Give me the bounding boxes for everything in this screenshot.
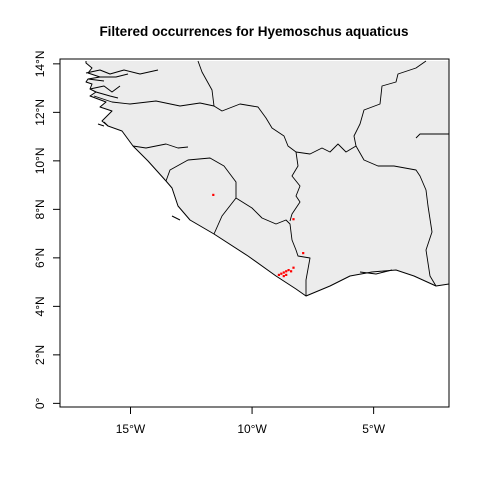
plot-frame [59,58,450,408]
occurrence-point [285,270,288,273]
occurrence-point [292,266,295,269]
x-tick-label: 10°W [237,422,267,436]
y-tick-label: 12°N [33,99,47,126]
y-tick-label: 8°N [33,199,47,219]
y-axis: 0° 2°N 4°N 6°N 8°N 10°N 12°N 14°N [33,50,60,409]
y-tick-label: 10°N [33,147,47,174]
border-burkina-ghana [415,133,449,139]
border-ivory-coast-burkina [355,145,437,287]
border-guinea-mali [213,103,301,222]
occurrence-points [212,193,305,278]
x-axis: 15°W 10°W 5°W [116,407,386,436]
border-mali-north [295,60,427,155]
land-layer [86,61,449,296]
occurrence-point [277,273,280,276]
occurrence-point [282,275,285,278]
occurrence-point [302,252,305,255]
coast-detail [85,69,393,275]
y-tick-label: 14°N [33,50,47,77]
occurrence-point [285,273,288,276]
occurrence-point [290,270,293,273]
occurrence-point [212,193,215,196]
y-tick-label: 0° [33,397,47,409]
occurrence-point [287,269,290,272]
y-tick-label: 6°N [33,248,47,268]
border-senegal [93,60,215,107]
occurrence-point [282,271,285,274]
land-mass [86,61,449,296]
occurrence-point [280,272,283,275]
border-guinea-bissau [132,143,189,149]
border-liberia [235,197,311,296]
country-borders [85,60,450,297]
map-title: Filtered occurrences for Hyemoschus aqua… [99,24,408,39]
y-tick-label: 2°N [33,345,47,365]
y-tick-label: 4°N [33,296,47,316]
x-tick-label: 15°W [116,422,146,436]
border-sierra-leone [165,157,237,235]
x-tick-label: 5°W [362,422,385,436]
occurrence-point [292,218,295,221]
